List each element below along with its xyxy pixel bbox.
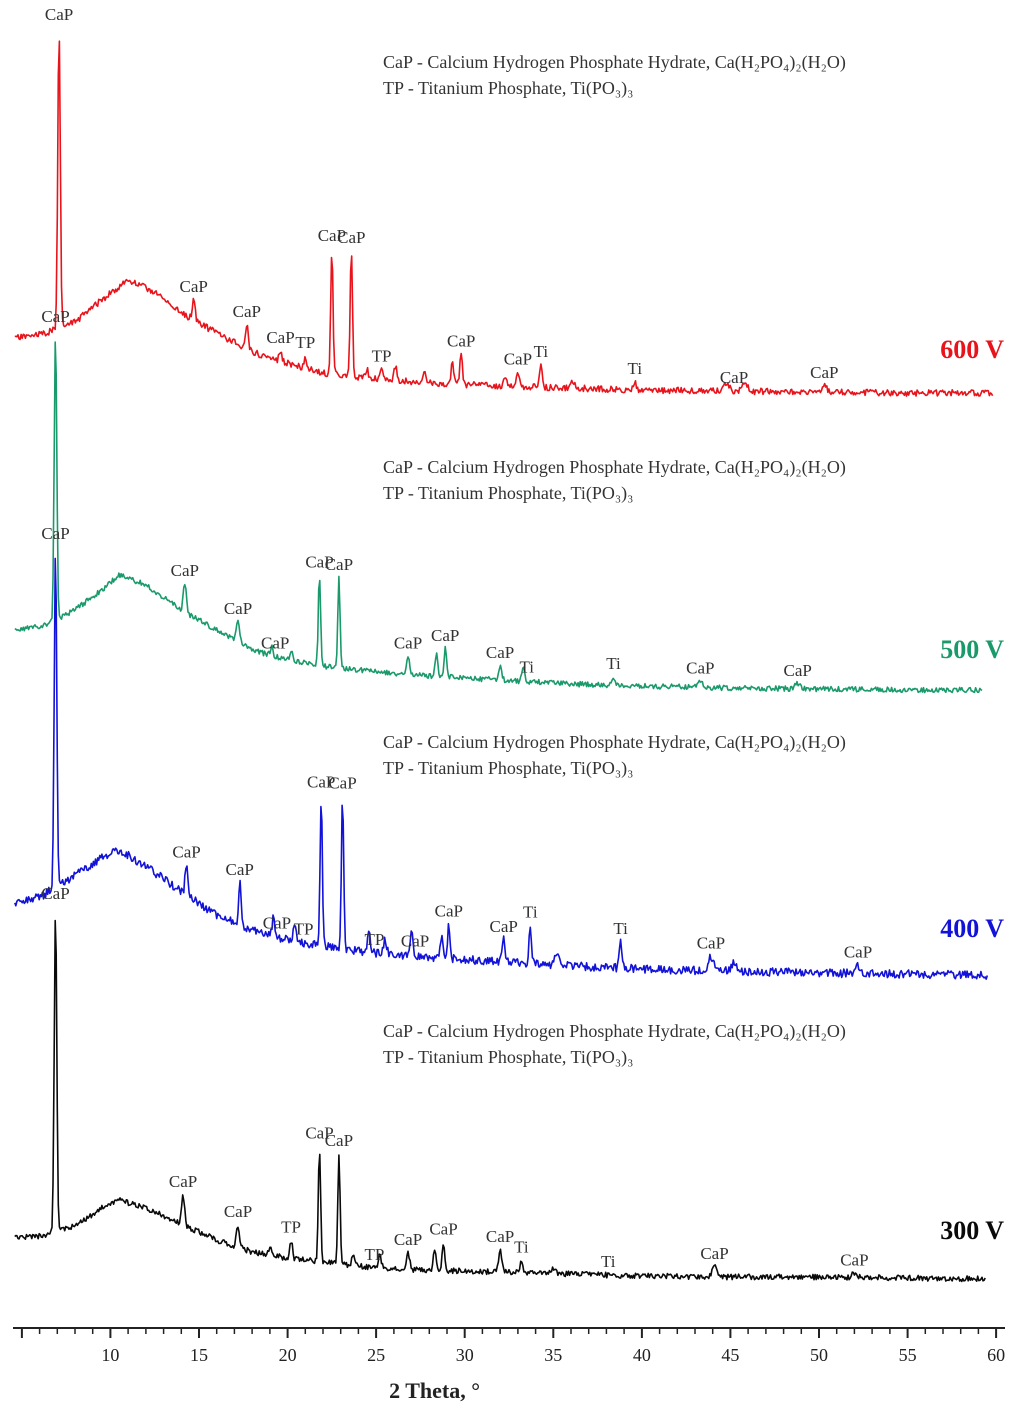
x-tick-label: 60 [987,1345,1005,1365]
peak-label: CaP [224,1202,252,1221]
series-label-300v: 300 V [940,1216,1004,1245]
peak-label: CaP [172,843,200,862]
peak-label: CaP [337,228,365,247]
peak-label: TP [281,1217,301,1236]
peak-label: CaP [224,599,252,618]
peak-label: TP [295,333,315,352]
peak-label: CaP [429,1219,457,1238]
x-axis: 10 15 20 25 30 35 40 45 50 55 60 2 Theta, ° [13,1327,1005,1403]
peak-label: CaP [263,914,291,933]
peak-label: Ti [514,1238,529,1257]
peak-label: TP [364,930,384,949]
peak-label: CaP [697,934,725,953]
peak-label: CaP [447,331,475,350]
x-axis-title: 2 Theta, ° [389,1378,480,1403]
peak-label: CaP [700,1244,728,1263]
x-tick-label: 30 [456,1345,474,1365]
peak-label: CaP [490,917,518,936]
peak-label: CaP [41,307,69,326]
legend-line: TP - Titanium Phosphate, Ti(PO₃)₃ [383,483,633,504]
peak-label: CaP [266,328,294,347]
peak-label: CaP [41,884,69,903]
peak-label: CaP [226,860,254,879]
legend-line: TP - Titanium Phosphate, Ti(PO₃)₃ [383,758,633,779]
peak-label: CaP [840,1250,868,1269]
peak-label: CaP [328,774,356,793]
peak-label: CaP [401,931,429,950]
peak-label: CaP [784,661,812,680]
peak-label: CaP [45,5,73,24]
legend-line: CaP - Calcium Hydrogen Phosphate Hydrate… [383,457,846,478]
legend-line: TP - Titanium Phosphate, Ti(PO₃)₃ [383,78,633,99]
peak-label: CaP [169,1172,197,1191]
series-line-500v [14,341,983,694]
x-tick-label: 15 [190,1345,208,1365]
x-tick-label: 10 [101,1345,119,1365]
x-tick-label: 55 [899,1345,917,1365]
series-label-400v: 400 V [940,914,1004,943]
x-tick-label: 40 [633,1345,651,1365]
peak-label: CaP [318,226,346,245]
peak-label: Ti [628,359,643,378]
peak-label: CaP [486,643,514,662]
legend-line: CaP - Calcium Hydrogen Phosphate Hydrate… [383,732,846,753]
peak-label: CaP [844,942,872,961]
peak-label: CaP [233,302,261,321]
peak-label: CaP [305,552,333,571]
peak-label: CaP [431,626,459,645]
peak-label: CaP [435,901,463,920]
peak-label: Ti [601,1252,616,1271]
peak-label: CaP [325,1131,353,1150]
peak-label: CaP [171,561,199,580]
series-layer: 600 V 500 V 400 V 300 V [14,40,1004,1283]
peak-label: CaP [810,363,838,382]
peak-label: CaP [720,368,748,387]
series-label-500v: 500 V [940,635,1004,664]
peak-label: CaP [307,773,335,792]
peak-label: CaP [325,555,353,574]
x-tick-label: 35 [544,1345,562,1365]
x-axis-ticks: 10 15 20 25 30 35 40 45 50 55 60 [20,1328,1005,1365]
series-line-300v [14,919,986,1283]
peak-label: CaP [394,633,422,652]
peak-label: Ti [523,903,538,922]
peak-label: Ti [606,654,621,673]
peak-label: CaP [180,277,208,296]
peak-label: CaP [504,350,532,369]
legend-line: CaP - Calcium Hydrogen Phosphate Hydrate… [383,52,846,73]
legend-layer: CaP - Calcium Hydrogen Phosphate Hydrate… [383,52,846,1068]
x-tick-label: 45 [721,1345,739,1365]
peak-label: Ti [519,658,534,677]
peak-label: CaP [261,633,289,652]
peak-label: Ti [613,919,628,938]
peak-label: TP [364,1245,384,1264]
peak-label: CaP [686,658,714,677]
legend-line: CaP - Calcium Hydrogen Phosphate Hydrate… [383,1021,846,1042]
peak-label: CaP [394,1230,422,1249]
peak-label: TP [372,346,392,365]
peak-label: CaP [305,1124,333,1143]
peak-label: TP [294,920,314,939]
x-tick-label: 50 [810,1345,828,1365]
peak-label: Ti [534,342,549,361]
series-line-400v [14,557,989,981]
peak-label: CaP [486,1227,514,1246]
x-tick-label: 20 [279,1345,297,1365]
series-label-600v: 600 V [940,335,1004,364]
peak-label: CaP [41,524,69,543]
series-line-600v [14,40,994,397]
legend-line: TP - Titanium Phosphate, Ti(PO₃)₃ [383,1047,633,1068]
x-tick-label: 25 [367,1345,385,1365]
